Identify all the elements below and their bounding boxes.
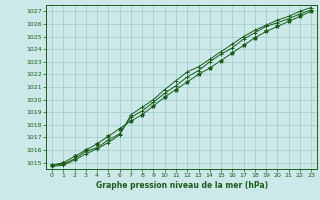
X-axis label: Graphe pression niveau de la mer (hPa): Graphe pression niveau de la mer (hPa): [96, 181, 268, 190]
